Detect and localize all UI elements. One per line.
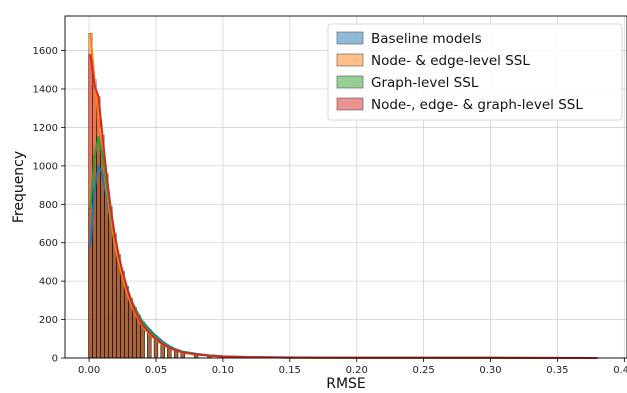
curve-series-0 xyxy=(89,164,598,359)
y-tick-label: 200 xyxy=(39,315,58,326)
legend-swatch-0 xyxy=(336,31,364,45)
y-tick-label: 400 xyxy=(39,277,58,288)
x-tick-label: 0.30 xyxy=(479,365,501,376)
bar-series-3 xyxy=(136,317,141,359)
bar-series-3 xyxy=(147,332,152,359)
x-axis-ticks: 0.00 0.05 0.10 0.15 0.20 0.25 0.30 0.35 0.40 xyxy=(78,358,627,376)
x-tick-label: 0.15 xyxy=(279,365,301,376)
curve-series-3 xyxy=(89,54,598,359)
curve-series-2 xyxy=(89,136,598,359)
density-curves xyxy=(89,33,598,359)
y-axis-ticks: 0 200 400 600 800 1000 1200 1400 1600 xyxy=(33,46,65,365)
y-tick-label: 1600 xyxy=(33,46,58,57)
y-tick-label: 0 xyxy=(52,354,58,365)
bar-series-3 xyxy=(140,324,145,359)
y-tick-label: 1000 xyxy=(33,161,58,172)
legend-label-0: Baseline models xyxy=(371,31,482,47)
y-axis-label: Frequency xyxy=(11,151,27,223)
x-tick-label: 0.25 xyxy=(412,365,434,376)
legend-label-3: Node-, edge- & graph-level SSL xyxy=(371,97,583,113)
x-tick-label: 0.00 xyxy=(78,365,100,376)
x-axis-label: RMSE xyxy=(326,376,366,392)
plot-frame xyxy=(64,15,627,359)
legend-swatch-1 xyxy=(336,53,364,67)
legend-label-1: Node- & edge-level SSL xyxy=(371,53,530,69)
x-tick-label: 0.05 xyxy=(145,365,167,376)
legend-box xyxy=(327,23,623,121)
x-tick-label: 0.20 xyxy=(346,365,368,376)
legend: Baseline models Node- & edge-level SSL Gra… xyxy=(327,23,623,121)
y-tick-label: 800 xyxy=(39,200,58,211)
legend-swatch-3 xyxy=(336,97,364,111)
x-tick-label: 0.40 xyxy=(613,365,627,376)
y-tick-label: 1400 xyxy=(33,85,58,96)
bar-series-3 xyxy=(153,338,159,359)
x-tick-label: 0.35 xyxy=(546,365,568,376)
y-tick-label: 1200 xyxy=(33,123,58,134)
x-tick-label: 0.10 xyxy=(212,365,234,376)
y-tick-label: 600 xyxy=(39,238,58,249)
legend-swatch-2 xyxy=(336,75,364,89)
legend-label-2: Graph-level SSL xyxy=(371,75,479,91)
